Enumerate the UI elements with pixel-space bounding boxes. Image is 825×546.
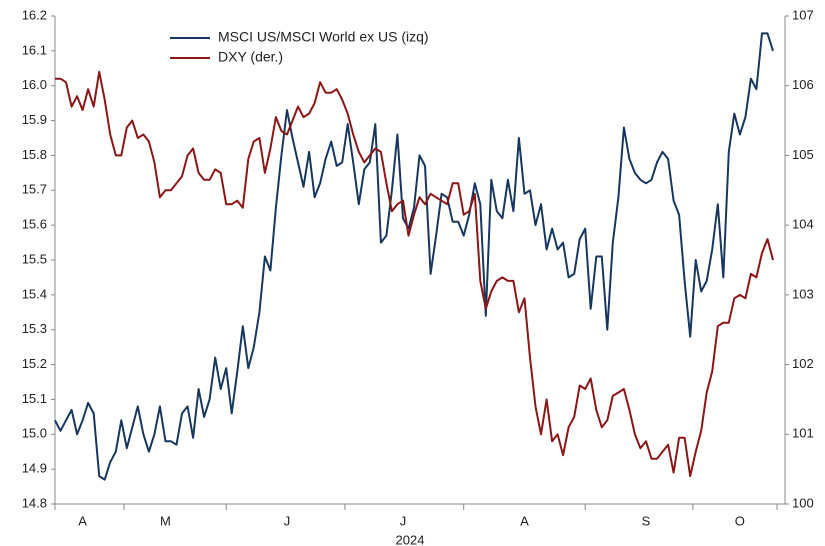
y2-tick-label: 103 bbox=[792, 286, 814, 301]
y-tick-label: 14.8 bbox=[22, 495, 47, 510]
y2-tick-label: 100 bbox=[792, 495, 814, 510]
x-tick-label: S bbox=[642, 513, 651, 528]
y-tick-label: 15.2 bbox=[22, 356, 47, 371]
y-tick-label: 15.9 bbox=[22, 112, 47, 127]
x-tick-label: J bbox=[400, 513, 407, 528]
y-tick-label: 15.8 bbox=[22, 147, 47, 162]
y-tick-label: 16.1 bbox=[22, 42, 47, 57]
y2-tick-label: 105 bbox=[792, 147, 814, 162]
x-tick-label: M bbox=[160, 513, 171, 528]
y2-tick-label: 104 bbox=[792, 217, 814, 232]
x-tick-label: A bbox=[78, 513, 87, 528]
y-tick-label: 15.5 bbox=[22, 251, 47, 266]
x-tick-label: A bbox=[520, 513, 529, 528]
y-tick-label: 15.1 bbox=[22, 391, 47, 406]
series-line bbox=[55, 70, 774, 478]
y2-tick-label: 106 bbox=[792, 77, 814, 92]
y-tick-label: 16.0 bbox=[22, 77, 47, 92]
y-tick-label: 15.3 bbox=[22, 321, 47, 336]
x-axis-label: 2024 bbox=[396, 532, 425, 546]
y-tick-label: 16.2 bbox=[22, 7, 47, 22]
y-tick-label: 15.0 bbox=[22, 426, 47, 441]
x-tick-label: J bbox=[284, 513, 291, 528]
x-tick-label: O bbox=[735, 513, 745, 528]
y-tick-label: 15.4 bbox=[22, 286, 47, 301]
y-tick-label: 14.9 bbox=[22, 461, 47, 476]
legend-label: MSCI US/MSCI World ex US (izq) bbox=[218, 29, 429, 45]
y2-tick-label: 101 bbox=[792, 426, 814, 441]
y2-tick-label: 107 bbox=[792, 7, 814, 22]
legend: MSCI US/MSCI World ex US (izq) DXY (der.) bbox=[170, 29, 429, 65]
series-line bbox=[54, 32, 774, 481]
y-tick-label: 15.6 bbox=[22, 217, 47, 232]
y2-tick-label: 102 bbox=[792, 356, 814, 371]
legend-label: DXY (der.) bbox=[218, 49, 283, 65]
y-tick-label: 15.7 bbox=[22, 182, 47, 197]
